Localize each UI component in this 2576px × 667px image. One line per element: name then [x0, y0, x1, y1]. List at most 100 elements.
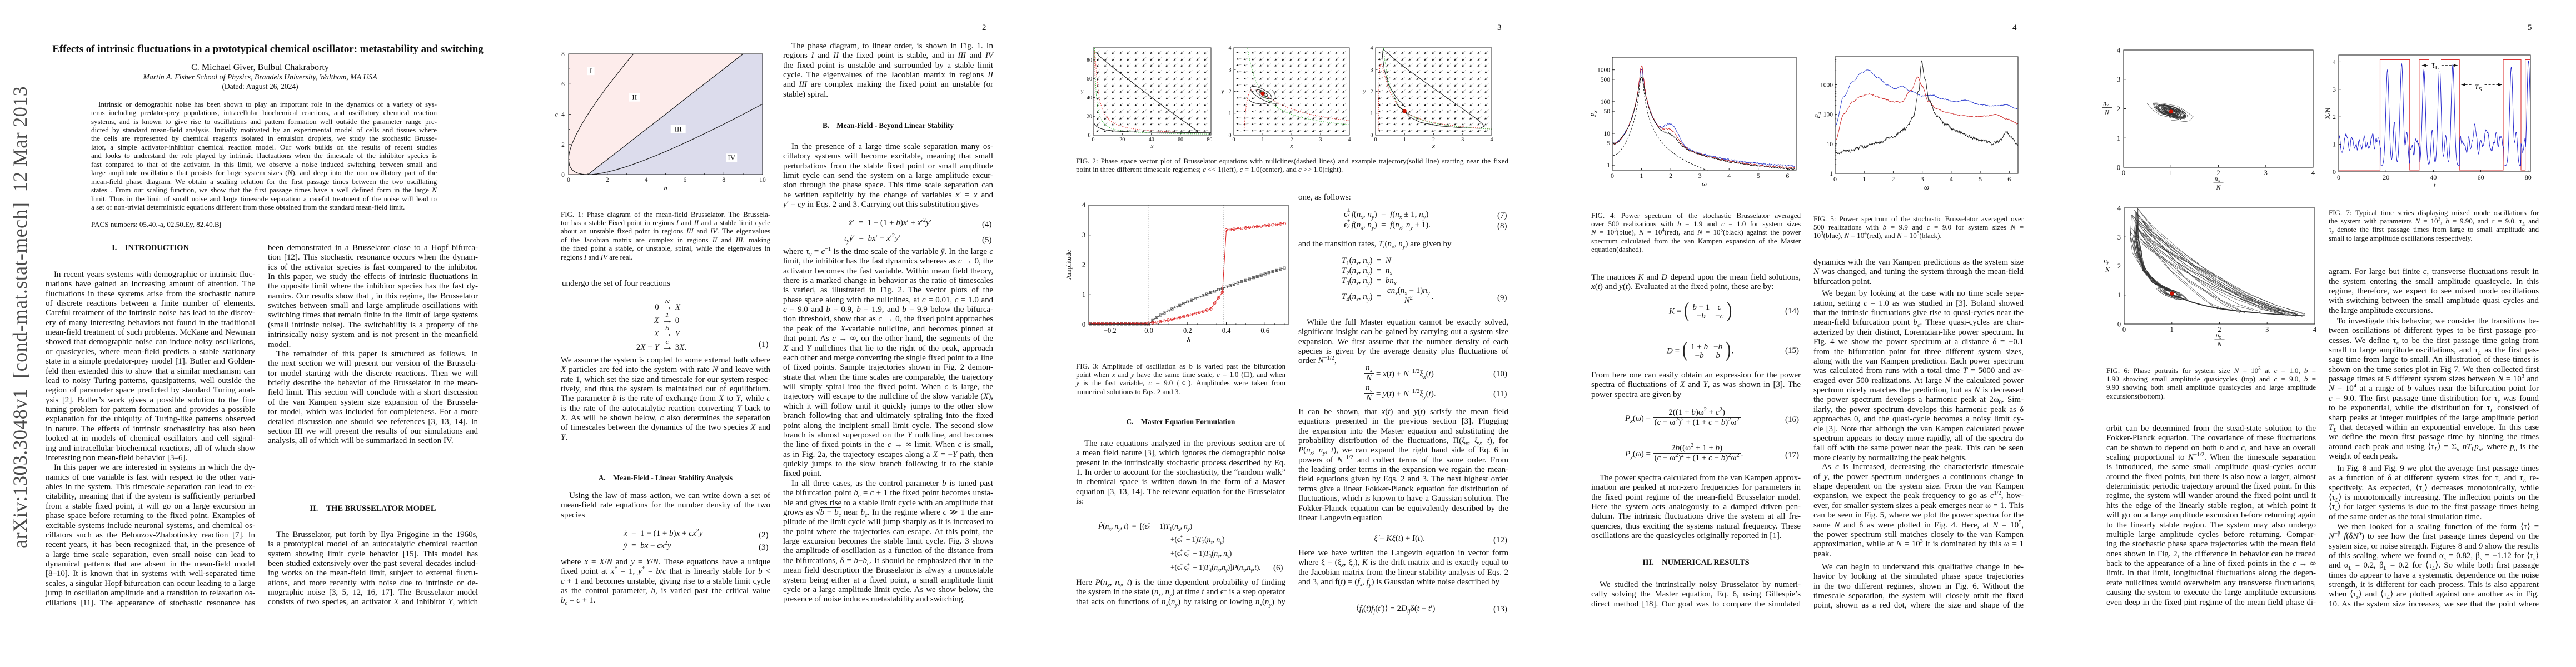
svg-text:N: N [2217, 341, 2223, 348]
svg-text:x: x [1150, 143, 1154, 150]
svg-text:4: 4 [1371, 46, 1373, 52]
svg-text:0: 0 [2337, 173, 2340, 181]
svg-text:1000: 1000 [1597, 67, 1610, 74]
svg-text:2: 2 [2216, 169, 2220, 177]
svg-text:ω: ω [1924, 183, 1929, 191]
svg-text:t: t [2434, 181, 2436, 189]
svg-text:100: 100 [1601, 99, 1611, 106]
svg-text:I: I [590, 67, 592, 75]
svg-text:y: y [1080, 88, 1084, 95]
svg-text:0: 0 [1082, 321, 1085, 328]
svg-text:4: 4 [2117, 47, 2121, 54]
svg-text:3: 3 [1082, 231, 1085, 239]
svg-text:0: 0 [1611, 172, 1614, 180]
svg-text:80: 80 [1087, 57, 1092, 63]
svg-text:2: 2 [2333, 113, 2336, 121]
svg-text:1: 1 [1082, 291, 1085, 298]
svg-text:δ: δ [1187, 336, 1190, 345]
svg-text:20: 20 [1119, 137, 1125, 143]
svg-text:10: 10 [759, 177, 766, 183]
svg-text:0: 0 [2117, 164, 2120, 172]
svg-text:100: 100 [1823, 112, 1833, 118]
svg-text:2: 2 [2218, 326, 2221, 334]
svg-text:x: x [1290, 143, 1293, 150]
svg-text:0: 0 [1088, 133, 1091, 139]
svg-text:IV: IV [728, 153, 735, 162]
svg-text:80: 80 [1207, 137, 1212, 143]
svg-text:80: 80 [2525, 173, 2532, 181]
svg-text:0.6: 0.6 [1260, 327, 1269, 335]
svg-text:5: 5 [1607, 140, 1610, 147]
svg-text:3: 3 [2265, 326, 2269, 334]
svg-text:1: 1 [1607, 162, 1610, 169]
svg-text:1: 1 [1830, 171, 1833, 177]
svg-text:4: 4 [1491, 137, 1493, 143]
svg-text:6: 6 [2007, 175, 2011, 183]
svg-text:4: 4 [1348, 137, 1351, 143]
svg-text:3: 3 [1698, 172, 1702, 180]
svg-text:III: III [675, 125, 682, 133]
svg-text:Px: Px [1590, 111, 1598, 118]
svg-text:0: 0 [1371, 133, 1373, 139]
svg-text:20: 20 [2383, 173, 2389, 181]
svg-text:nx: nx [2216, 332, 2221, 340]
svg-text:0: 0 [567, 177, 570, 183]
svg-text:II: II [632, 93, 637, 102]
svg-text:8: 8 [722, 177, 725, 183]
svg-text:0: 0 [1229, 133, 1232, 139]
svg-text:N: N [2105, 267, 2110, 273]
svg-text:50: 50 [1604, 108, 1611, 115]
svg-text:0.2: 0.2 [1183, 327, 1192, 335]
svg-text:1: 1 [1862, 175, 1866, 183]
svg-text:0: 0 [1374, 137, 1377, 143]
svg-text:0: 0 [1092, 137, 1095, 143]
svg-text:1: 1 [2169, 169, 2173, 177]
svg-text:0: 0 [2122, 169, 2125, 177]
svg-text:0.4: 0.4 [1222, 327, 1231, 335]
svg-text:40: 40 [1149, 137, 1154, 143]
svg-text:ny: ny [2104, 258, 2109, 265]
svg-text:−0.2: −0.2 [1104, 327, 1117, 335]
svg-text:2: 2 [561, 142, 565, 148]
svg-text:10: 10 [1604, 131, 1611, 137]
svg-text:4: 4 [1727, 172, 1731, 180]
svg-text:c: c [555, 111, 558, 118]
svg-text:2: 2 [1371, 89, 1373, 95]
svg-text:2: 2 [1432, 137, 1435, 143]
svg-text:Px: Px [1813, 112, 1822, 119]
svg-text:8: 8 [561, 51, 565, 58]
svg-text:3: 3 [1229, 67, 1232, 73]
svg-text:Amplitude: Amplitude [1065, 250, 1073, 280]
svg-text:1: 1 [2333, 141, 2336, 148]
svg-text:4: 4 [1950, 175, 1953, 183]
svg-text:1000: 1000 [1820, 82, 1833, 89]
svg-text:2: 2 [1669, 172, 1672, 180]
svg-text:10: 10 [1827, 141, 1833, 148]
svg-text:40: 40 [1087, 95, 1092, 101]
svg-text:6: 6 [1786, 172, 1789, 180]
svg-text:4: 4 [1082, 201, 1086, 209]
svg-text:2: 2 [1229, 89, 1232, 95]
svg-text:2: 2 [606, 177, 609, 183]
svg-text:ny: ny [2103, 101, 2109, 108]
svg-text:3: 3 [1371, 67, 1373, 73]
svg-text:0: 0 [561, 172, 565, 178]
svg-text:1: 1 [1640, 172, 1643, 180]
svg-text:6: 6 [561, 81, 565, 88]
svg-text:4: 4 [1229, 46, 1232, 52]
svg-text:4: 4 [2313, 326, 2317, 334]
svg-text:1: 1 [1229, 111, 1232, 117]
svg-text:1: 1 [2117, 135, 2120, 142]
svg-text:2: 2 [1291, 137, 1293, 143]
svg-text:3: 3 [2333, 86, 2336, 93]
svg-text:3: 3 [2117, 76, 2120, 83]
svg-text:20: 20 [1087, 114, 1092, 120]
svg-text:N: N [2104, 109, 2110, 116]
svg-text:4: 4 [2117, 205, 2121, 212]
svg-text:y: y [1221, 88, 1224, 95]
svg-text:4: 4 [2333, 58, 2336, 66]
svg-text:3: 3 [2117, 233, 2121, 241]
svg-text:0: 0 [2122, 326, 2126, 334]
svg-text:3: 3 [2264, 169, 2268, 177]
svg-text:0: 0 [1833, 175, 1837, 183]
